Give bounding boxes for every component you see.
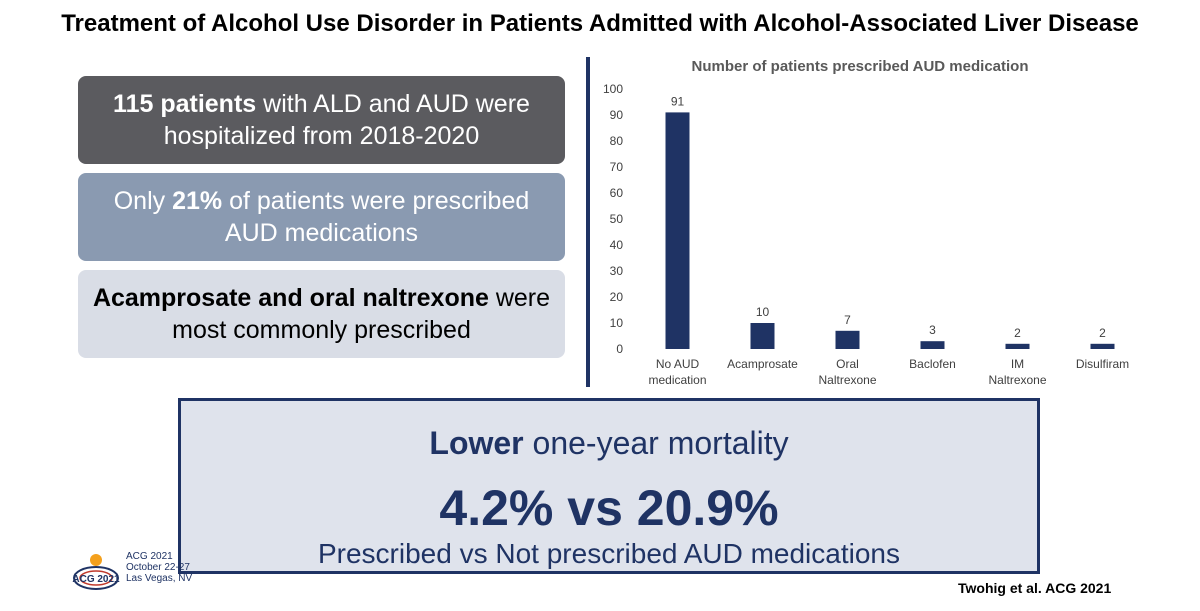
mortality-stat: 4.2% vs 20.9% bbox=[439, 480, 779, 536]
box-text-pre: Only bbox=[113, 187, 173, 215]
y-tick-label: 30 bbox=[610, 264, 624, 278]
box-text: with ALD and AUD were hospitalized from … bbox=[163, 90, 530, 150]
y-tick-label: 0 bbox=[616, 342, 623, 356]
mortality-heading: Lower one-year mortality bbox=[181, 425, 1037, 462]
data-label: 2 bbox=[1099, 326, 1106, 340]
box-text: of patients were prescribed AUD medicati… bbox=[222, 187, 530, 247]
conference-location: Las Vegas, NV bbox=[126, 573, 193, 584]
x-tick-label: Baclofen bbox=[909, 357, 956, 371]
y-tick-label: 70 bbox=[610, 160, 624, 174]
data-label: 2 bbox=[1014, 326, 1021, 340]
data-label: 7 bbox=[844, 313, 851, 327]
x-tick-label: IM bbox=[1011, 357, 1024, 371]
bar-chart: Number of patients prescribed AUD medica… bbox=[603, 58, 1129, 387]
mortality-callout: Lower one-year mortality 4.2% vs 20.9% P… bbox=[178, 398, 1040, 574]
data-label: 10 bbox=[756, 305, 770, 319]
data-label: 3 bbox=[929, 323, 936, 337]
x-tick-label: Acamprosate bbox=[727, 357, 798, 371]
y-tick-label: 40 bbox=[610, 238, 624, 252]
box-text: were most commonly prescribed bbox=[172, 284, 551, 344]
acg-logo-icon: ACG 2021 bbox=[72, 554, 120, 590]
bar bbox=[1090, 343, 1115, 349]
mortality-subtitle: Prescribed vs Not prescribed AUD medicat… bbox=[317, 538, 900, 569]
summary-box-patients: 115 patients with ALD and AUD were hospi… bbox=[78, 76, 565, 164]
bar bbox=[1005, 343, 1030, 349]
citation: Twohig et al. ACG 2021 bbox=[958, 580, 1112, 596]
x-tick-label: Disulfiram bbox=[1076, 357, 1129, 371]
conference-name: ACG 2021 bbox=[126, 551, 173, 562]
box-bold-text: Acamprosate and oral naltrexone bbox=[92, 284, 489, 312]
bar bbox=[750, 323, 775, 349]
box-bold-text: 115 patients bbox=[113, 90, 257, 118]
y-tick-label: 80 bbox=[610, 134, 624, 148]
x-tick-label: No AUD bbox=[656, 357, 700, 371]
summary-box-common: Acamprosate and oral naltrexone were mos… bbox=[78, 270, 565, 358]
vertical-divider bbox=[586, 57, 590, 387]
y-tick-label: 100 bbox=[603, 82, 623, 96]
conference-dates: October 22-27 bbox=[126, 562, 190, 573]
box-bold-text: 21% bbox=[172, 187, 223, 215]
summary-box-prescribed: Only 21% of patients were prescribed AUD… bbox=[78, 173, 565, 261]
y-tick-label: 50 bbox=[610, 212, 624, 226]
data-label: 91 bbox=[671, 94, 685, 108]
logo-text: ACG 2021 bbox=[72, 574, 120, 585]
bar bbox=[835, 330, 860, 349]
mortality-text: one-year mortality bbox=[523, 425, 789, 461]
conference-info: ACG 2021 October 22-27 Las Vegas, NV bbox=[126, 551, 192, 584]
chart-title: Number of patients prescribed AUD medica… bbox=[691, 58, 1028, 75]
slide-title: Treatment of Alcohol Use Disorder in Pat… bbox=[61, 10, 1139, 37]
mortality-bold: Lower bbox=[429, 425, 524, 461]
y-tick-label: 10 bbox=[610, 316, 624, 330]
x-tick-label: Oral bbox=[836, 357, 859, 371]
y-tick-label: 60 bbox=[610, 186, 624, 200]
bar bbox=[920, 341, 945, 349]
y-tick-label: 90 bbox=[610, 108, 624, 122]
x-tick-label: Naltrexone bbox=[818, 373, 876, 387]
x-tick-label: medication bbox=[648, 373, 706, 387]
bar bbox=[665, 112, 690, 350]
x-tick-label: Naltrexone bbox=[988, 373, 1046, 387]
y-tick-label: 20 bbox=[610, 290, 624, 304]
